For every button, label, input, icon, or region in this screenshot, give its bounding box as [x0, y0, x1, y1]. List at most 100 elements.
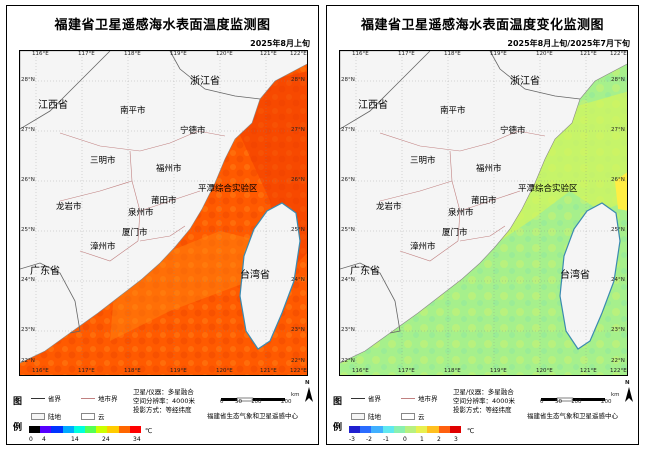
- lon-tick: 117°E: [398, 51, 415, 57]
- lon-tick: 118°E: [124, 51, 141, 57]
- scale-bar: [221, 397, 285, 402]
- label-fuzhou: 福州市: [476, 164, 502, 174]
- city-border: [129, 150, 141, 242]
- lat-tick: 27°N: [611, 127, 625, 133]
- label-zhejiang: 浙江省: [510, 76, 540, 87]
- colorbar-label: 1: [420, 436, 424, 443]
- lat-tick: 25°N: [21, 227, 35, 233]
- lon-tick: 116°E: [32, 368, 49, 374]
- label-xiamen: 厦门市: [442, 228, 468, 238]
- lon-tick: 118°E: [444, 368, 461, 374]
- province-border: [20, 51, 111, 130]
- label-guangdong: 广东省: [30, 266, 60, 277]
- lon-tick: 118°E: [124, 368, 141, 374]
- lat-tick: 27°N: [291, 127, 305, 133]
- north-arrow-icon: [305, 387, 313, 402]
- label-ningde: 宁德市: [500, 126, 526, 136]
- label-ningde: 宁德市: [180, 126, 206, 136]
- lon-tick: 121°E: [580, 51, 597, 57]
- lat-tick: 26°N: [611, 177, 625, 183]
- lat-tick: 26°N: [291, 177, 305, 183]
- sst-map-svg: [20, 51, 307, 375]
- scale-unit: km: [291, 392, 300, 398]
- hot-spot: [615, 172, 627, 211]
- lon-tick: 120°E: [216, 368, 233, 374]
- lon-tick: 116°E: [32, 51, 49, 57]
- lon-tick: 118°E: [444, 51, 461, 57]
- lat-tick: 22°N: [341, 358, 355, 364]
- lon-tick: 116°E: [352, 51, 369, 57]
- scale-label: 0: [220, 399, 224, 405]
- map-area: 浙江省 江西省 南平市 宁德市 三明市 福州市 平潭综合实验区 莆田市 龙岩市 …: [339, 50, 628, 376]
- label-taiwan: 台湾省: [560, 270, 590, 281]
- scale-unit: km: [611, 392, 620, 398]
- lat-tick: 22°N: [291, 358, 305, 364]
- metadata-info: 卫星/仪器：多星融合 空间分辨率：4000米 投影方式：等经纬度: [453, 388, 516, 414]
- map-date: 2025年8月上旬/2025年7月下旬: [507, 39, 630, 48]
- colorbar-label: 2: [437, 436, 441, 443]
- lat-tick: 24°N: [611, 277, 625, 283]
- lon-tick: 119°E: [490, 51, 507, 57]
- colorbar-label: -2: [366, 436, 372, 443]
- label-pingtan: 平潭综合实验区: [198, 184, 258, 194]
- label-putian: 莆田市: [151, 196, 177, 206]
- scale-label: 50: [555, 399, 562, 405]
- city-border: [59, 180, 133, 202]
- mainland: [20, 51, 307, 364]
- city-border: [59, 130, 226, 152]
- lat-tick: 26°N: [21, 177, 35, 183]
- province-border: [489, 51, 581, 100]
- north-label: N: [305, 380, 310, 386]
- lon-tick: 117°E: [78, 368, 95, 374]
- lat-tick: 26°N: [341, 177, 355, 183]
- lat-tick: 24°N: [21, 277, 35, 283]
- lon-tick: 116°E: [352, 368, 369, 374]
- legend-cloud: 云: [401, 411, 425, 421]
- mainland: [340, 51, 627, 364]
- label-putian: 莆田市: [471, 196, 497, 206]
- scale-label: 200: [281, 399, 292, 405]
- lon-tick: 120°E: [536, 51, 553, 57]
- scale-label: 50: [235, 399, 242, 405]
- legend: 图 例 省界 地市界 陆地 云 卫星/仪器：多星融合 空间分辨率：4000米 投…: [327, 380, 640, 444]
- colorbar-unit: ℃: [145, 427, 153, 435]
- lat-tick: 22°N: [21, 358, 35, 364]
- scale-label: 0: [540, 399, 544, 405]
- label-zhejiang: 浙江省: [190, 76, 220, 87]
- lat-tick: 25°N: [291, 227, 305, 233]
- map-title: 福建省卫星遥感海水表面温度变化监测图: [360, 18, 604, 33]
- colorbar: [349, 426, 462, 433]
- lon-tick: 121°E: [260, 368, 277, 374]
- north-arrow-icon: [625, 387, 633, 402]
- lon-tick: 119°E: [490, 368, 507, 374]
- lon-tick: 121°E: [580, 368, 597, 374]
- metadata-info: 卫星/仪器：多星融合 空间分辨率：4000米 投影方式：等经纬度: [133, 388, 196, 414]
- legend-city-border: 地市界: [401, 393, 438, 403]
- lon-tick: 120°E: [536, 368, 553, 374]
- label-zhangzhou: 漳州市: [90, 242, 116, 252]
- legend: 图 例 省界 地市界 陆地 云 卫星/仪器：多星融合 空间分辨率：4000米 投…: [7, 380, 320, 444]
- sst-map-panel: 福建省卫星遥感海水表面温度监测图 2025年8月上旬: [6, 5, 319, 445]
- city-border: [379, 130, 546, 152]
- taiwan-island: [559, 202, 621, 350]
- lat-tick: 28°N: [21, 77, 35, 83]
- colorbar: [29, 426, 142, 433]
- graticule: [340, 51, 627, 375]
- city-border-swatch: [401, 397, 415, 399]
- colorbar-label: 0: [29, 436, 33, 443]
- legend-cloud: 云: [81, 411, 105, 421]
- city-border: [139, 225, 186, 242]
- province-border: [20, 262, 81, 334]
- land-swatch: [31, 412, 45, 420]
- sst-change-map-panel: 福建省卫星遥感海水表面温度变化监测图 2025年8月上旬/2025年7月下旬: [326, 5, 639, 445]
- label-jiangxi: 江西省: [358, 100, 388, 111]
- province-border-swatch: [351, 397, 365, 399]
- label-taiwan: 台湾省: [240, 270, 270, 281]
- city-border: [79, 240, 139, 262]
- label-longyan: 龙岩市: [56, 202, 82, 212]
- lon-tick: 117°E: [78, 51, 95, 57]
- colorbar-label: -3: [349, 436, 355, 443]
- organization: 福建省生态气象和卫星遥感中心: [527, 412, 618, 420]
- label-fuzhou: 福州市: [156, 164, 182, 174]
- city-border: [139, 190, 201, 212]
